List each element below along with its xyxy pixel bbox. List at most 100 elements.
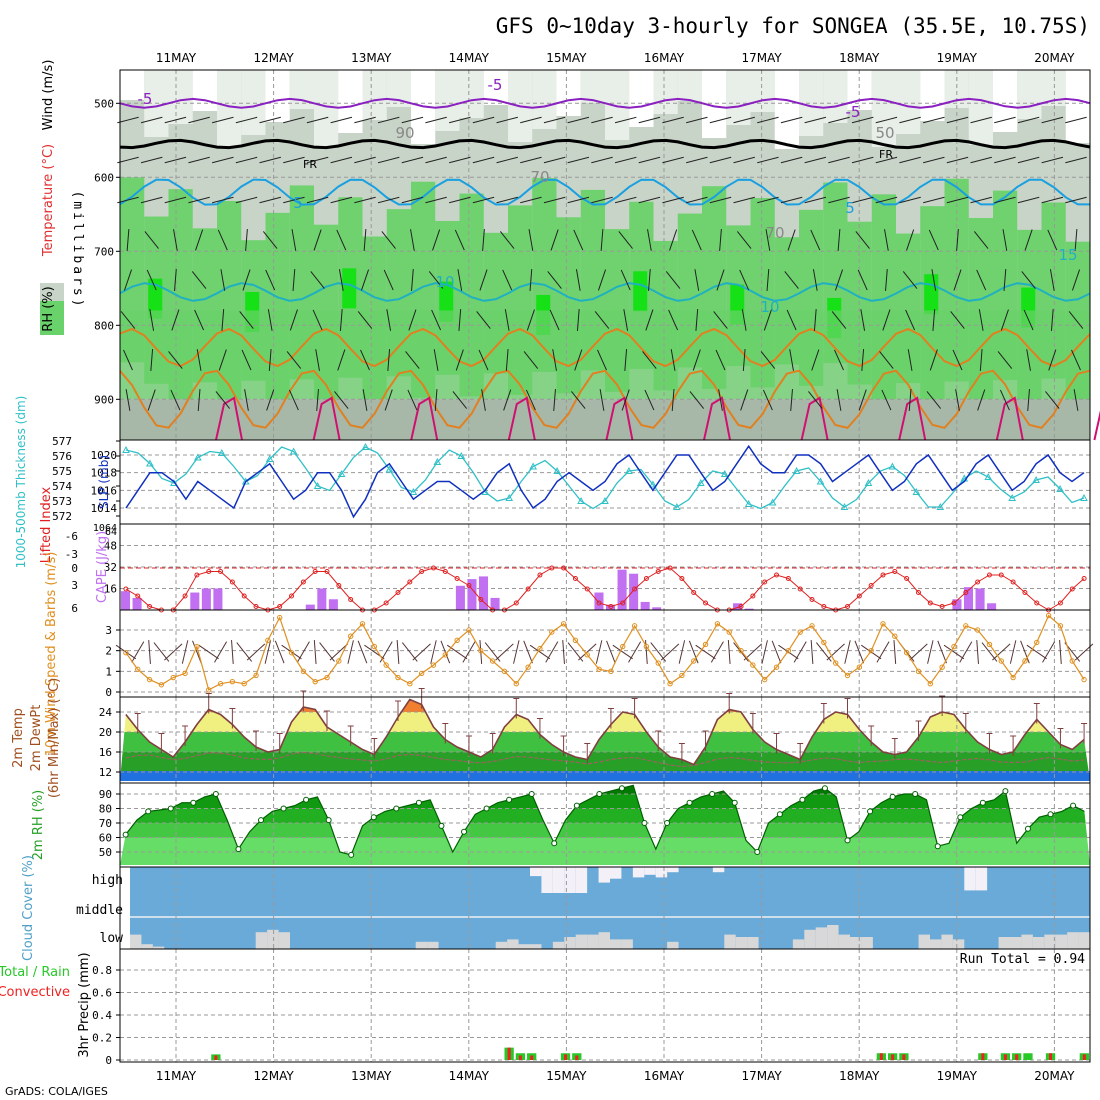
wind-barb: [810, 229, 821, 251]
wind-barb: [757, 196, 779, 204]
rh-surface: [120, 399, 1090, 440]
wind-barb: [709, 156, 732, 164]
wind-barb: [553, 388, 556, 412]
precip-axis: 0 0.2 0.4 0.6 0.8: [92, 964, 120, 1067]
li-marker: [1057, 600, 1063, 606]
date-label-top: 16MAY: [644, 51, 685, 65]
wind-speed-marker: [123, 650, 129, 656]
wind-speed-marker: [549, 629, 555, 635]
wind-barb-10m: [810, 639, 814, 665]
isotherm-15: [800, 396, 829, 441]
label-temperature: Temperature (°C): [41, 144, 56, 257]
cloud-high-bar: [667, 867, 679, 873]
rh-tick-label: 90: [99, 788, 112, 801]
wind-speed-marker: [691, 658, 697, 664]
thickness-marker: [361, 442, 370, 450]
wind-barb: [267, 309, 273, 331]
label-millibars: (millibars): [70, 190, 85, 309]
wind-barb: [377, 196, 400, 204]
wind-barb: [857, 269, 868, 291]
cape-bar: [640, 601, 650, 610]
isotherm-15: [703, 396, 731, 441]
li-marker: [407, 579, 413, 585]
cloud-low-bar: [827, 925, 839, 949]
wind-barb: [188, 116, 210, 124]
isotherm-label: 5: [845, 199, 855, 217]
pressure-tick-label: 800: [94, 319, 114, 332]
wind-barb: [689, 391, 705, 409]
wind-barb: [997, 351, 1013, 369]
cape-tick-label: 48: [104, 540, 117, 553]
wind-speed-marker: [454, 637, 460, 644]
wind-barb-10m: [844, 640, 851, 664]
wind-barb: [765, 229, 771, 251]
wind-barb: [360, 349, 370, 371]
cloud-low-bar: [667, 941, 679, 949]
thickness-marker: [984, 472, 993, 480]
wind-barb: [505, 348, 509, 372]
rh-marker: [438, 822, 445, 829]
wind-barb: [624, 348, 628, 372]
isotherm-label: -5: [138, 90, 153, 108]
wind-barb-10m: [1059, 639, 1062, 665]
wind-barb-10m: [479, 639, 483, 665]
rh-marker: [235, 846, 242, 853]
cloud-low-bar: [575, 934, 588, 949]
wind-barb: [221, 308, 225, 332]
rh-band-upper: [896, 70, 921, 134]
wind-barb: [787, 229, 796, 251]
slp-thickness-axes: 572 573 574 575 576 577 1014 1016 1018 1020: [52, 435, 120, 523]
label-2m-temp: 2m Temp: [11, 708, 26, 768]
rh-band-upper: [120, 70, 145, 100]
wind-barb: [1065, 196, 1087, 204]
wind-barb: [123, 349, 133, 371]
rh-marker: [122, 831, 129, 838]
wind-speed-marker: [702, 641, 709, 648]
li-marker: [679, 576, 685, 581]
cloud-high-bar: [575, 867, 588, 893]
cloud-low-bar: [598, 932, 610, 949]
wind-barb: [813, 308, 817, 332]
wind-barb-10m: [860, 644, 882, 660]
cape-bar: [606, 604, 616, 610]
wind-barb: [662, 116, 684, 124]
wind-speed-marker: [288, 650, 295, 656]
date-label-bottom: 19MAY: [937, 1069, 978, 1083]
cape-bar: [963, 587, 974, 610]
cloud-high-bar: [564, 867, 576, 893]
wind-barb: [828, 156, 850, 164]
wind-speed-marker: [903, 650, 910, 656]
rh-tick-label: 50: [99, 846, 112, 859]
li-marker: [927, 600, 933, 606]
isotherm-15: [995, 396, 1024, 441]
isotherm-line: [119, 138, 1091, 150]
rh-marker: [1070, 802, 1077, 809]
precip-convective-bar: [214, 1055, 218, 1060]
cape-grid: [120, 524, 1090, 610]
thickness-marker: [553, 466, 561, 474]
rh-marker: [573, 802, 580, 809]
li-marker: [549, 565, 555, 571]
wind-barb: [786, 309, 797, 331]
wind-barb: [834, 349, 844, 371]
wind-barb-10m: [943, 644, 965, 660]
rh-band-upper: [726, 70, 751, 125]
wind-speed-marker: [371, 643, 378, 650]
wind-speed-marker: [714, 621, 721, 627]
wind-barb: [362, 389, 368, 411]
wind-barb: [482, 228, 485, 252]
li-marker: [797, 586, 803, 592]
wind-barb: [614, 156, 637, 164]
wind-barb: [457, 269, 463, 291]
wind-barb-10m: [412, 643, 431, 661]
rh-marker: [257, 817, 264, 824]
pressure-tick-label: 600: [94, 171, 114, 184]
cloud-bars: [130, 867, 1090, 949]
wind-barb: [956, 228, 959, 252]
wind-barb: [188, 156, 210, 164]
temp-tick-label: 20: [99, 726, 112, 739]
cape-bar: [213, 588, 223, 610]
wind-barb: [432, 229, 441, 251]
wind-barb: [1021, 271, 1036, 289]
wind-barb: [1041, 116, 1064, 124]
